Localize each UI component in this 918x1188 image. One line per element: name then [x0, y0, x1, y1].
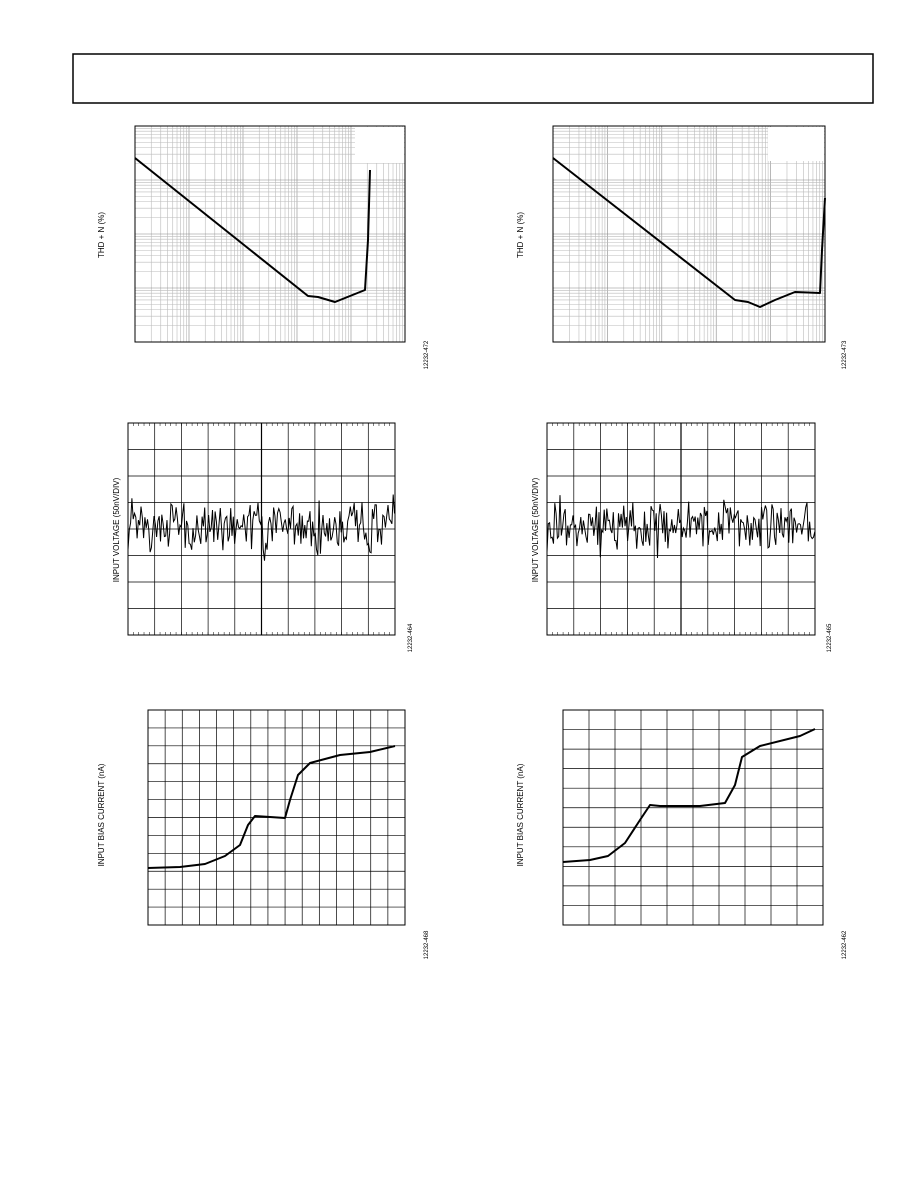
plot-frame [562, 709, 824, 926]
y-label: INPUT VOLTAGE (50nV/DIV) [531, 477, 540, 582]
legend-area [768, 127, 824, 161]
figure-id: 12232-473 [842, 340, 848, 369]
curve [562, 728, 816, 863]
curve [552, 157, 826, 308]
curve [147, 745, 396, 869]
noise-trace [546, 495, 816, 559]
figure-id: 12232-465 [827, 623, 833, 652]
figure-id: 12232-468 [424, 930, 430, 959]
figure-id: 12232-462 [842, 930, 848, 959]
y-label: THD + N (%) [516, 212, 525, 258]
noise-trace [127, 494, 395, 561]
plot-frame [147, 709, 406, 926]
y-label: INPUT BIAS CURRENT (nA) [97, 763, 106, 866]
legend-area [355, 127, 404, 163]
figure-id: 12232-472 [424, 340, 430, 369]
curve [134, 157, 371, 303]
y-label: THD + N (%) [97, 212, 106, 258]
plot-frame [552, 125, 826, 343]
plot-frame [134, 125, 406, 343]
y-label: INPUT BIAS CURRENT (nA) [516, 763, 525, 866]
y-label: INPUT VOLTAGE (50nV/DIV) [112, 477, 121, 582]
header-box [72, 53, 874, 104]
figure-id: 12232-464 [408, 623, 414, 652]
